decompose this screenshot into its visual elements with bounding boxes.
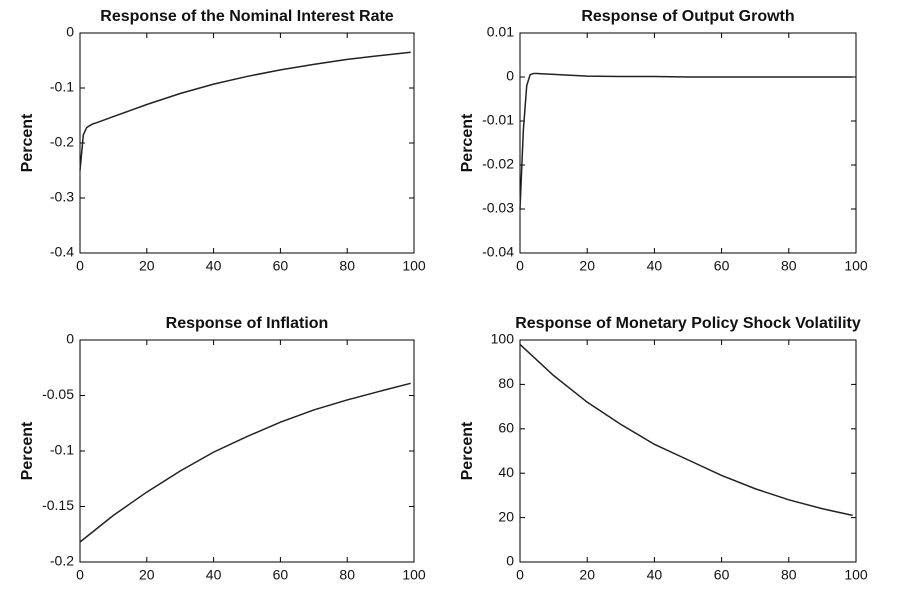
plot-frame [79, 339, 415, 563]
plot-frame [79, 32, 415, 254]
y-tick-label: 0.01 [487, 24, 514, 40]
x-tick-label: 80 [781, 567, 797, 583]
y-tick-label: 0 [66, 24, 74, 40]
x-tick-label: 20 [579, 567, 595, 583]
x-tick-label: 20 [579, 258, 595, 274]
x-tick-label: 100 [844, 567, 868, 583]
line [79, 51, 411, 171]
y-tick-label: -0.05 [42, 386, 74, 402]
y-tick-label: 100 [491, 331, 515, 347]
x-tick-label: 80 [339, 258, 355, 274]
y-tick-label: 80 [498, 375, 514, 391]
y-axis-label: Percent [19, 421, 36, 480]
x-tick-label: 100 [844, 258, 868, 274]
x-tick-label: 40 [647, 258, 663, 274]
x-tick-label: 40 [647, 567, 663, 583]
x-tick-label: 60 [714, 258, 730, 274]
line [79, 382, 411, 543]
y-tick-label: -0.04 [482, 244, 514, 260]
y-axis-label: Percent [459, 113, 476, 172]
y-tick-label: -0.4 [50, 244, 74, 260]
x-tick-label: 60 [714, 567, 730, 583]
y-tick-label: 20 [498, 508, 514, 524]
x-tick-label: 80 [781, 258, 797, 274]
x-tick-label: 0 [76, 258, 84, 274]
x-tick-label: 60 [273, 567, 289, 583]
chart-title: Response of Output Growth [581, 8, 794, 25]
y-tick-label: -0.3 [50, 189, 74, 205]
x-tick-label: 80 [339, 567, 355, 583]
y-tick-label: -0.02 [482, 156, 514, 172]
plot-frame [519, 339, 857, 563]
y-tick-label: -0.2 [50, 134, 74, 150]
x-tick-label: 20 [139, 258, 155, 274]
chart-title: Response of the Nominal Interest Rate [100, 8, 393, 25]
y-tick-label: -0.03 [482, 200, 514, 216]
y-tick-label: -0.1 [50, 442, 74, 458]
y-tick-label: -0.2 [50, 553, 74, 569]
x-tick-label: 40 [206, 258, 222, 274]
y-axis-label: Percent [19, 113, 36, 172]
line [519, 72, 853, 210]
y-tick-label: 60 [498, 420, 514, 436]
x-tick-label: 100 [402, 258, 426, 274]
y-tick-label: -0.01 [482, 112, 514, 128]
y-tick-label: 40 [498, 464, 514, 480]
plot-frame [519, 32, 857, 254]
y-tick-label: 0 [66, 331, 74, 347]
y-tick-label: -0.1 [50, 79, 74, 95]
y-tick-label: 0 [506, 68, 514, 84]
chart-title: Response of Inflation [166, 315, 329, 332]
x-tick-label: 40 [206, 567, 222, 583]
y-tick-label: -0.15 [42, 497, 74, 513]
chart-title: Response of Monetary Policy Shock Volati… [515, 315, 861, 332]
x-tick-label: 0 [76, 567, 84, 583]
y-tick-label: 0 [506, 553, 514, 569]
y-axis-label: Percent [459, 421, 476, 480]
x-tick-label: 0 [516, 567, 524, 583]
x-tick-label: 0 [516, 258, 524, 274]
x-tick-label: 60 [273, 258, 289, 274]
line [519, 343, 853, 517]
x-tick-label: 20 [139, 567, 155, 583]
x-tick-label: 100 [402, 567, 426, 583]
